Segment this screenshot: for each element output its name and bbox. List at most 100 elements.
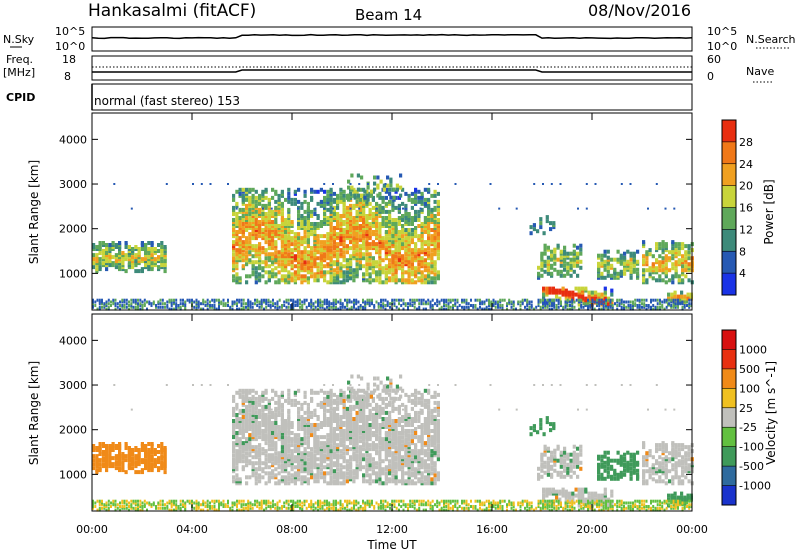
velocity-cell [245,413,249,417]
power-cell [241,207,245,212]
power-cell [540,251,544,256]
power-cell [629,257,633,262]
power-cell [98,307,101,311]
power-cell [423,230,427,234]
power-cell [254,209,258,214]
velocity-cell [267,410,271,415]
velocity-cell [375,471,379,476]
power-cell [677,298,679,302]
power-cell [235,189,239,194]
power-cell [577,286,581,291]
power-cell [258,201,262,206]
velocity-cell [313,423,317,427]
power-cell [427,203,431,208]
colorbar-segment [722,120,736,142]
power-cell [410,220,414,224]
power-cell [348,298,351,302]
power-cell [670,304,673,307]
velocity-cell [248,441,252,446]
power-cell [206,298,209,302]
power-cell [179,305,182,309]
velocity-cell [105,448,109,452]
velocity-cell [365,479,369,484]
power-cell [407,278,411,283]
power-cell [316,250,320,255]
power-cell [401,201,405,206]
power-cell [606,273,610,278]
power-cell [535,305,538,309]
velocity-cell [345,406,349,411]
power-cell [674,270,678,275]
power-cell [375,232,379,237]
velocity-cell [303,467,307,472]
power-cell [330,302,333,306]
power-cell [384,232,388,237]
power-cell [668,298,670,302]
power-cell [375,216,379,220]
power-cell [265,305,268,309]
power-cell [684,244,688,249]
velocity-cell [349,404,353,409]
power-cell [470,304,472,307]
velocity-cell [264,453,268,458]
power-cell [316,238,320,243]
power-cell [526,300,529,304]
power-cell [414,280,418,285]
power-cell [182,304,184,307]
power-cell [269,300,272,304]
velocity-cell [248,413,252,417]
power-cell [238,276,242,281]
freq-panel-frame [91,55,693,81]
power-cell [677,278,681,283]
power-cell [417,199,421,204]
colorbar-tick-label: 8 [739,245,746,258]
velocity-cell [238,392,242,397]
power-cell [227,183,229,185]
power-cell [414,254,418,259]
power-cell [235,207,238,210]
power-cell [206,304,209,307]
power-cell [430,270,434,275]
velocity-cell [365,473,369,478]
power-cell [528,307,531,311]
power-cell [332,197,336,202]
power-cell [638,307,641,311]
power-cell [618,302,621,306]
velocity-cell [303,451,307,456]
power-cell [157,243,161,247]
power-cell [92,302,94,306]
power-cell [655,258,659,263]
velocity-cell [245,475,249,480]
power-cell [287,302,290,306]
power-cell [528,305,531,309]
power-cell [688,298,691,302]
power-cell [242,305,245,309]
power-cell [407,212,411,216]
velocity-cell [323,441,327,446]
power-cell [222,302,225,306]
power-cell [429,305,432,309]
power-cell [107,307,110,311]
power-cell [419,207,422,210]
power-cell [579,251,583,256]
velocity-cell [277,394,281,399]
power-cell [677,258,681,263]
velocity-cell [303,455,307,460]
velocity-cell [368,423,372,427]
velocity-cell [326,481,330,486]
colorbar-segment [722,207,736,230]
power-cell [326,207,330,212]
velocity-cell [271,433,275,438]
velocity-cell [287,392,291,397]
power-cell [394,189,398,194]
velocity-cell [271,388,275,393]
power-cell [229,305,232,309]
power-cell [674,298,677,302]
velocity-cell [375,417,379,421]
power-cell [553,253,557,258]
power-cell [456,305,459,309]
velocity-cell [306,406,310,411]
power-cell [274,205,278,210]
velocity-cell [310,410,314,415]
velocity-cell [365,415,369,419]
